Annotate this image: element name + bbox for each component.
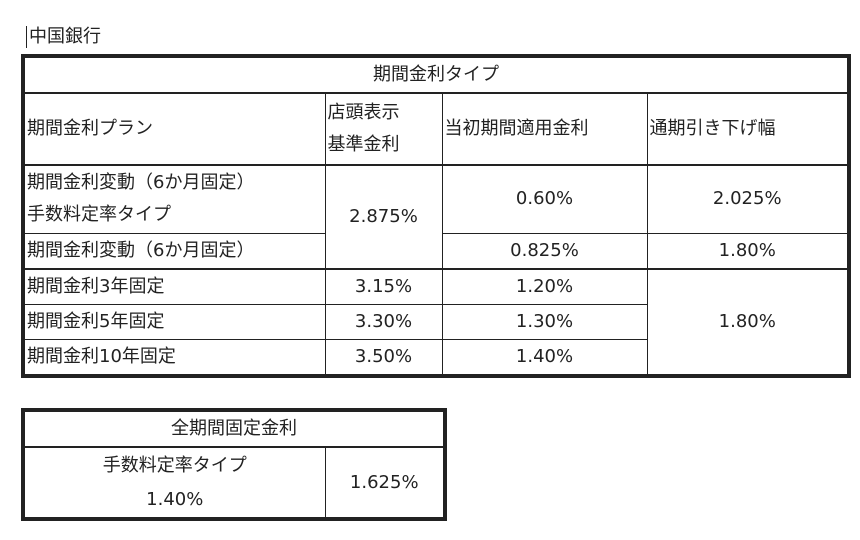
base-rate-cell: 3.30%: [324, 304, 443, 340]
table-title: 期間金利タイプ: [22, 55, 850, 94]
initial-rate-cell: 0.60%: [441, 164, 648, 234]
initial-rate-cell: 1.20%: [441, 268, 648, 305]
initial-rate-cell: 1.30%: [441, 304, 648, 340]
header-base-rate-line2: 基準金利: [327, 134, 400, 155]
initial-rate-cell: 0.825%: [441, 232, 648, 270]
discount-cell: 2.025%: [646, 164, 850, 234]
header-discount: 通期引き下げ幅: [646, 92, 850, 166]
rate-cell: 1.625%: [324, 446, 446, 520]
discount-cell: 1.80%: [646, 232, 850, 270]
table-row-plan: 期間金利変動（6か月固定）: [22, 232, 326, 270]
table-row-plan: 期間金利変動（6か月固定） 手数料定率タイプ: [22, 164, 326, 234]
initial-rate-cell: 1.40%: [441, 339, 648, 377]
bank-name: 中国銀行: [26, 26, 101, 48]
plan-line2: 1.40%: [146, 488, 204, 510]
table-row-plan: 期間金利5年固定: [22, 304, 326, 340]
discount-cell: 1.80%: [646, 268, 850, 377]
base-rate-cell: 2.875%: [324, 164, 443, 270]
full-period-fixed-table: 全期間固定金利 手数料定率タイプ 1.40% 1.625%: [21, 408, 447, 521]
header-base-rate-line1: 店頭表示: [327, 102, 400, 123]
header-plan: 期間金利プラン: [22, 92, 326, 166]
table-title: 全期間固定金利: [22, 409, 446, 448]
base-rate-cell: 3.15%: [324, 268, 443, 305]
plan-line1: 期間金利変動（6か月固定）: [27, 172, 255, 194]
plan-line2: 手数料定率タイプ: [27, 204, 171, 226]
table-row-plan: 期間金利10年固定: [22, 339, 326, 377]
header-initial-rate: 当初期間適用金利: [441, 92, 648, 166]
table-row-plan: 期間金利3年固定: [22, 268, 326, 305]
header-base-rate: 店頭表示 基準金利: [324, 92, 443, 166]
table-row-plan: 手数料定率タイプ 1.40%: [22, 446, 326, 520]
base-rate-cell: 3.50%: [324, 339, 443, 377]
plan-line1: 手数料定率タイプ: [102, 454, 247, 476]
period-rate-table: 期間金利タイプ 期間金利プラン 店頭表示 基準金利 当初期間適用金利 通期引き下…: [21, 54, 851, 378]
